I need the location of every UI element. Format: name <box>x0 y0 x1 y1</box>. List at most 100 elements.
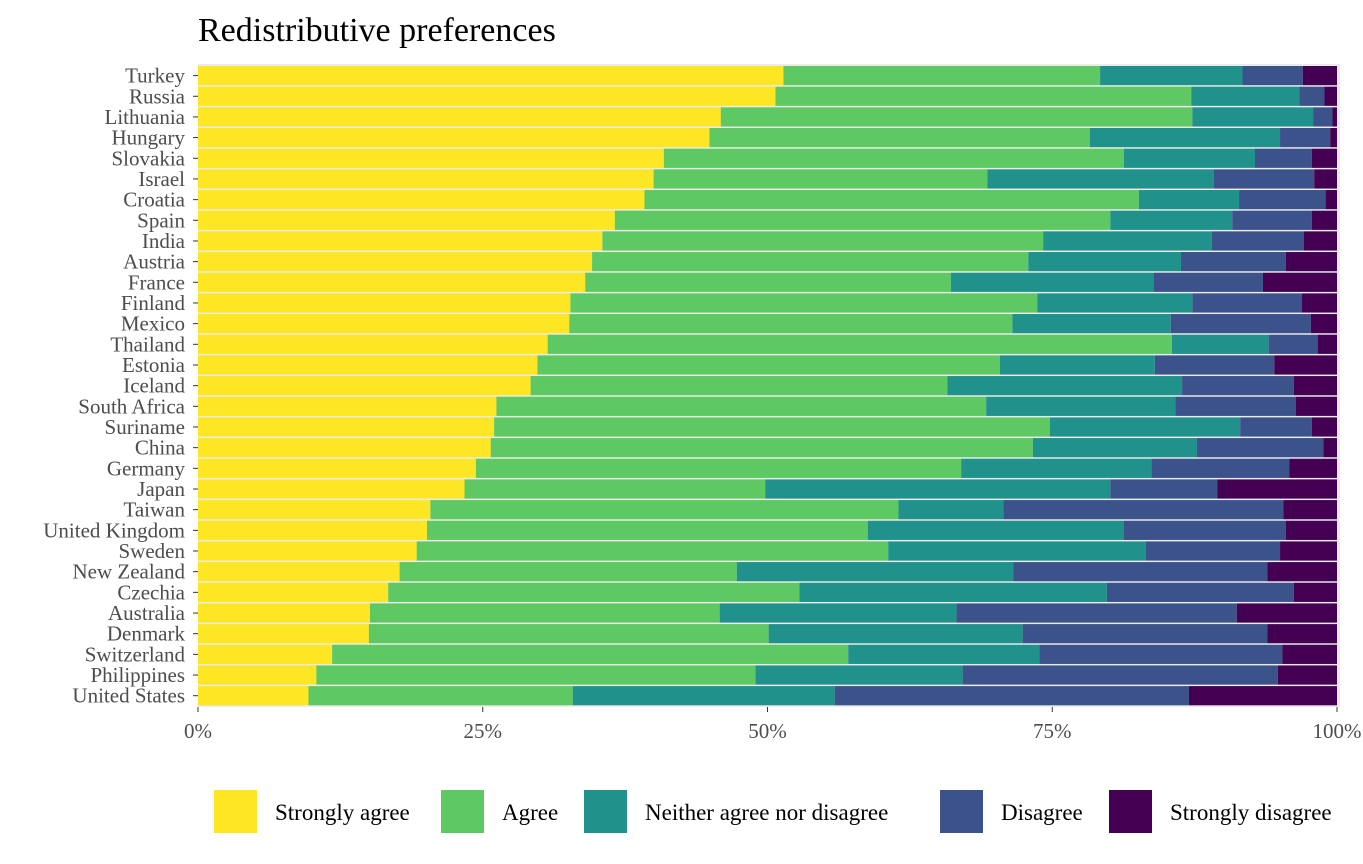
legend-label-disagree: Disagree <box>1001 800 1083 825</box>
bar-estonia-disagree <box>1154 355 1275 375</box>
y-label-switzerland: Switzerland <box>85 642 186 666</box>
bar-australia-strongly-disagree <box>1236 603 1337 623</box>
bar-united-kingdom-strongly-disagree <box>1285 520 1337 540</box>
bar-suriname-disagree <box>1240 417 1312 437</box>
y-label-iceland: Iceland <box>123 374 185 398</box>
bar-united-kingdom-strongly-agree <box>198 520 427 540</box>
bar-denmark-agree <box>368 624 769 644</box>
bar-czechia-disagree <box>1106 582 1294 602</box>
x-axis: 0% 25% 50% 75% 100% <box>184 707 1362 743</box>
bar-mexico-disagree <box>1170 314 1311 334</box>
y-label-estonia: Estonia <box>122 353 186 377</box>
bar-taiwan-disagree <box>1003 500 1284 520</box>
bar-spain-agree <box>614 210 1111 230</box>
bar-switzerland-disagree <box>1039 644 1283 664</box>
y-label-lithuania: Lithuania <box>105 105 186 129</box>
bar-united-states-agree <box>308 686 573 706</box>
y-label-france: France <box>128 270 185 294</box>
bar-estonia-agree <box>537 355 1000 375</box>
bar-japan-strongly-disagree <box>1217 479 1337 499</box>
y-label-sweden: Sweden <box>119 539 186 563</box>
y-label-philippines: Philippines <box>90 663 185 687</box>
bar-croatia-disagree <box>1239 190 1326 210</box>
bar-iceland-strongly-agree <box>198 376 531 396</box>
bar-turkey-strongly-disagree <box>1302 66 1337 86</box>
bar-iceland-disagree <box>1182 376 1294 396</box>
x-tick-label-100: 100% <box>1313 719 1362 743</box>
y-label-south-africa: South Africa <box>78 394 185 418</box>
bar-mexico-strongly-agree <box>198 314 570 334</box>
bar-suriname-neither-agree-nor-disagree <box>1049 417 1241 437</box>
x-tick-label-0: 0% <box>184 719 212 743</box>
bar-taiwan-strongly-disagree <box>1283 500 1337 520</box>
bar-new-zealand-agree <box>399 562 737 582</box>
bar-philippines-strongly-agree <box>198 665 317 685</box>
bar-finland-agree <box>570 293 1038 313</box>
bar-sweden-agree <box>416 541 889 561</box>
bar-czechia-strongly-agree <box>198 582 389 602</box>
bar-austria-strongly-disagree <box>1285 252 1337 272</box>
bar-united-states-strongly-disagree <box>1188 686 1337 706</box>
bar-france-neither-agree-nor-disagree <box>950 272 1154 292</box>
bar-croatia-strongly-disagree <box>1325 190 1337 210</box>
bar-thailand-neither-agree-nor-disagree <box>1171 334 1269 354</box>
bar-lithuania-disagree <box>1313 107 1333 127</box>
bar-germany-neither-agree-nor-disagree <box>961 458 1152 478</box>
bar-china-strongly-agree <box>198 438 491 458</box>
legend-swatch-strongly-disagree <box>1109 790 1152 833</box>
bar-slovakia-agree <box>663 148 1125 168</box>
bar-denmark-strongly-disagree <box>1267 624 1337 644</box>
bar-russia-strongly-disagree <box>1324 86 1337 106</box>
bar-new-zealand-strongly-agree <box>198 562 400 582</box>
legend-label-agree: Agree <box>502 800 558 825</box>
bar-turkey-neither-agree-nor-disagree <box>1100 66 1243 86</box>
bar-philippines-neither-agree-nor-disagree <box>755 665 963 685</box>
legend: Strongly agree Agree Neither agree nor dis… <box>214 790 1332 833</box>
y-label-finland: Finland <box>121 291 186 315</box>
bar-turkey-disagree <box>1242 66 1303 86</box>
bar-czechia-neither-agree-nor-disagree <box>799 582 1107 602</box>
bar-russia-neither-agree-nor-disagree <box>1191 86 1300 106</box>
bar-austria-agree <box>592 252 1029 272</box>
bar-israel-neither-agree-nor-disagree <box>987 169 1214 189</box>
bar-croatia-strongly-agree <box>198 190 645 210</box>
bar-south-africa-strongly-agree <box>198 396 497 416</box>
bar-india-strongly-agree <box>198 231 603 251</box>
bar-spain-strongly-agree <box>198 210 615 230</box>
bar-lithuania-strongly-disagree <box>1332 107 1337 127</box>
bar-switzerland-strongly-disagree <box>1282 644 1337 664</box>
legend-swatch-neither-agree-nor-disagree <box>584 790 627 833</box>
bar-iceland-strongly-disagree <box>1293 376 1337 396</box>
x-tick-label-25: 25% <box>464 719 503 743</box>
bar-finland-disagree <box>1192 293 1302 313</box>
bar-hungary-neither-agree-nor-disagree <box>1089 128 1281 148</box>
bar-germany-strongly-agree <box>198 458 476 478</box>
x-tick-label-75: 75% <box>1033 719 1072 743</box>
y-label-japan: Japan <box>137 477 185 501</box>
y-axis-labels: TurkeyRussiaLithuaniaHungarySlovakiaIsra… <box>43 64 198 708</box>
bar-iceland-agree <box>530 376 948 396</box>
bar-estonia-strongly-agree <box>198 355 538 375</box>
bar-switzerland-neither-agree-nor-disagree <box>848 644 1040 664</box>
y-label-new-zealand: New Zealand <box>72 560 185 584</box>
bar-spain-strongly-disagree <box>1311 210 1337 230</box>
bar-france-strongly-agree <box>198 272 586 292</box>
bar-thailand-strongly-agree <box>198 334 548 354</box>
bar-hungary-disagree <box>1280 128 1331 148</box>
bar-austria-disagree <box>1180 252 1286 272</box>
bar-thailand-disagree <box>1268 334 1318 354</box>
bar-mexico-strongly-disagree <box>1310 314 1337 334</box>
bar-japan-neither-agree-nor-disagree <box>765 479 1111 499</box>
legend-swatch-disagree <box>940 790 983 833</box>
bar-suriname-strongly-disagree <box>1311 417 1337 437</box>
bar-denmark-neither-agree-nor-disagree <box>768 624 1023 644</box>
bar-denmark-disagree <box>1022 624 1268 644</box>
y-label-germany: Germany <box>107 456 186 480</box>
y-label-spain: Spain <box>137 208 185 232</box>
bar-new-zealand-strongly-disagree <box>1267 562 1337 582</box>
y-label-czechia: Czechia <box>117 580 185 604</box>
bar-thailand-agree <box>547 334 1172 354</box>
bar-finland-strongly-agree <box>198 293 571 313</box>
bar-india-neither-agree-nor-disagree <box>1043 231 1212 251</box>
bar-china-disagree <box>1196 438 1324 458</box>
